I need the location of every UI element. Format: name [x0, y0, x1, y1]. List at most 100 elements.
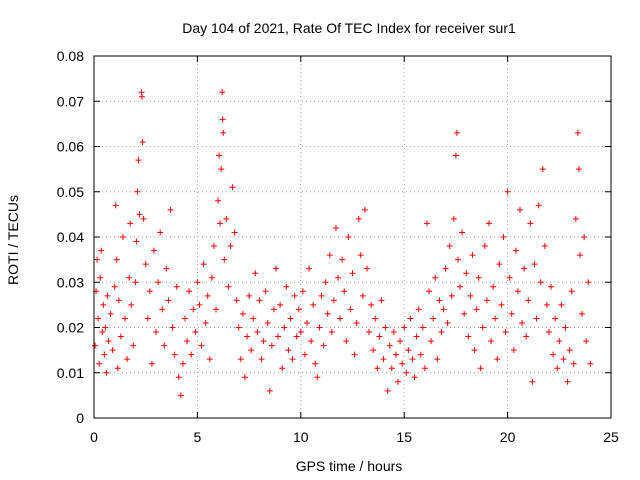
data-point	[397, 338, 404, 345]
y-tick-label: 0.06	[57, 139, 84, 155]
data-point	[260, 338, 267, 345]
data-point	[223, 215, 230, 222]
data-point	[324, 310, 331, 317]
data-point	[175, 374, 182, 381]
data-point	[99, 329, 106, 336]
data-point	[119, 234, 126, 240]
data-point	[217, 220, 224, 227]
data-point	[215, 197, 222, 204]
data-point	[583, 338, 590, 345]
x-tick-label: 25	[603, 429, 619, 445]
data-point	[225, 283, 232, 290]
data-point	[502, 329, 509, 336]
data-point	[556, 338, 563, 345]
data-point	[527, 220, 534, 227]
data-point	[132, 279, 139, 286]
data-point	[444, 319, 451, 326]
data-point	[318, 292, 325, 299]
data-point	[357, 252, 364, 259]
data-point	[585, 279, 592, 286]
data-point	[361, 206, 368, 213]
data-point	[419, 324, 426, 331]
data-point	[564, 378, 571, 385]
data-point	[134, 188, 141, 195]
data-point	[587, 360, 594, 367]
data-point	[148, 360, 155, 367]
y-tick-label: 0.04	[57, 229, 84, 245]
data-point	[248, 347, 255, 354]
data-point	[126, 274, 133, 281]
data-point	[235, 324, 242, 331]
data-point	[415, 306, 422, 313]
data-point	[394, 378, 401, 385]
data-point	[450, 215, 457, 222]
data-point	[107, 310, 114, 317]
data-point	[531, 261, 538, 268]
data-point	[237, 356, 244, 363]
data-point	[202, 319, 209, 326]
data-point	[310, 301, 317, 308]
data-point	[440, 306, 447, 313]
data-point	[545, 329, 552, 336]
data-point	[98, 247, 105, 254]
data-point	[359, 292, 366, 299]
x-tick-labels: 0 5 10 15 20 25	[90, 429, 619, 445]
data-point	[459, 229, 466, 236]
data-point	[299, 288, 306, 295]
y-axis-label: ROTI / TECUs	[5, 195, 21, 285]
data-point	[380, 356, 387, 363]
data-point	[494, 356, 501, 363]
x-tick-label: 5	[194, 429, 202, 445]
data-point	[471, 347, 478, 354]
data-point	[320, 342, 327, 349]
data-point	[521, 265, 528, 272]
data-point	[297, 329, 304, 336]
data-points	[92, 89, 594, 399]
data-point	[181, 315, 188, 322]
data-point	[432, 274, 439, 281]
data-point	[250, 315, 257, 322]
data-point	[289, 356, 296, 363]
data-point	[401, 324, 408, 331]
plot-frame	[93, 55, 612, 419]
data-point	[541, 243, 548, 250]
data-point	[220, 129, 227, 136]
data-point	[481, 243, 488, 250]
data-point	[246, 292, 253, 299]
data-point	[295, 306, 302, 313]
data-point	[339, 256, 346, 263]
data-point	[198, 342, 205, 349]
data-point	[417, 351, 424, 358]
x-tick-label: 0	[90, 429, 98, 445]
data-point	[266, 387, 273, 394]
data-point	[392, 351, 399, 358]
data-point	[283, 283, 290, 290]
data-point	[550, 351, 557, 358]
data-point	[560, 356, 567, 363]
data-point	[453, 129, 460, 136]
data-point	[566, 347, 573, 354]
data-point	[448, 292, 455, 299]
data-point	[157, 229, 164, 236]
data-point	[135, 157, 142, 164]
data-point	[363, 265, 370, 272]
axis-ticks	[93, 55, 612, 419]
data-point	[103, 369, 110, 376]
data-point	[114, 365, 121, 372]
data-point	[218, 166, 225, 173]
data-point	[523, 333, 530, 340]
data-point	[452, 152, 459, 159]
data-point	[127, 220, 134, 227]
data-point	[219, 89, 226, 96]
y-tick-label: 0.03	[57, 274, 84, 290]
data-point	[264, 319, 271, 326]
data-point	[94, 256, 101, 263]
data-point	[461, 310, 468, 317]
data-point	[173, 283, 180, 290]
data-point	[179, 360, 186, 367]
data-point	[277, 301, 284, 308]
data-point	[341, 288, 348, 295]
chart-title: Day 104 of 2021, Rate Of TEC Index for r…	[182, 20, 516, 36]
data-point	[241, 374, 248, 381]
data-point	[312, 360, 319, 367]
